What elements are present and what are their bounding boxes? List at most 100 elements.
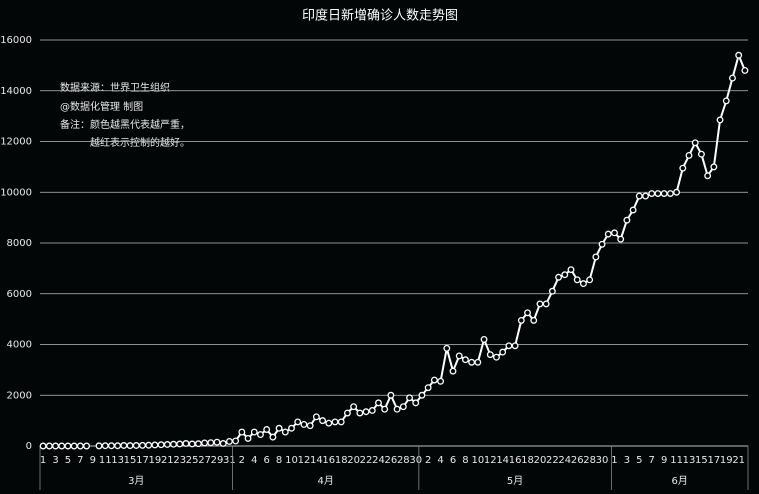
annotation: 备注：颜色越黑代表越严重，	[60, 118, 190, 131]
data-point	[387, 391, 395, 399]
x-tick-label: 31	[223, 455, 236, 466]
data-point	[474, 358, 482, 366]
x-tick-label: 20	[347, 455, 360, 466]
y-tick-label: 16000	[0, 35, 32, 46]
x-tick-label: 9	[661, 455, 667, 466]
data-point	[486, 351, 494, 359]
y-tick-label: 14000	[0, 86, 32, 97]
data-point	[356, 409, 364, 417]
data-point	[157, 441, 165, 449]
x-tick-label: 27	[198, 455, 211, 466]
x-tick-label: 10	[285, 455, 298, 466]
x-tick-label: 3	[52, 455, 58, 466]
x-tick-label: 9	[90, 455, 96, 466]
data-point	[300, 420, 308, 428]
data-point	[561, 271, 569, 279]
data-point	[213, 438, 221, 446]
data-point	[343, 409, 351, 417]
data-point	[232, 437, 240, 445]
data-point	[170, 440, 177, 448]
data-point	[337, 418, 345, 426]
data-point	[194, 440, 202, 448]
x-tick-label: 28	[583, 455, 596, 466]
data-point	[623, 216, 631, 224]
data-point	[579, 280, 587, 288]
x-tick-label: 22	[546, 455, 559, 466]
data-point	[648, 190, 656, 197]
data-point	[238, 428, 246, 436]
data-point	[393, 405, 401, 413]
data-point	[685, 152, 693, 159]
data-point	[182, 440, 190, 447]
group-label: 4月	[317, 475, 333, 487]
data-point	[480, 335, 488, 343]
x-tick-label: 8	[276, 455, 282, 466]
data-point	[325, 419, 333, 427]
data-point	[257, 431, 264, 439]
data-point	[679, 164, 687, 172]
data-point	[219, 440, 227, 447]
x-tick-label: 10	[471, 455, 484, 466]
x-tick-label: 24	[372, 455, 385, 466]
x-tick-label: 1	[40, 455, 46, 466]
data-point	[120, 442, 128, 449]
x-tick-label: 7	[77, 455, 83, 466]
data-point	[39, 442, 47, 450]
data-point	[95, 442, 103, 450]
x-tick-label: 7	[649, 455, 655, 466]
data-point	[548, 287, 556, 295]
data-point	[368, 407, 376, 414]
x-tick-label: 17	[707, 455, 720, 466]
data-point	[449, 367, 457, 375]
data-point	[350, 403, 358, 411]
data-point	[697, 150, 705, 158]
data-point	[281, 428, 289, 436]
data-point	[542, 300, 550, 308]
x-tick-label: 1	[611, 455, 617, 466]
data-point	[151, 441, 159, 449]
x-tick-label: 17	[136, 455, 149, 466]
y-tick-label: 0	[26, 441, 32, 452]
x-tick-label: 23	[173, 455, 186, 466]
x-tick-label: 21	[161, 455, 174, 466]
data-point	[635, 192, 643, 200]
data-point	[244, 434, 252, 442]
data-point	[642, 192, 649, 200]
x-tick-label: 21	[732, 455, 745, 466]
x-tick-label: 5	[65, 455, 71, 466]
y-tick-label: 6000	[7, 289, 32, 300]
x-tick-label: 19	[720, 455, 733, 466]
x-tick-label: 24	[558, 455, 571, 466]
data-point	[455, 352, 463, 360]
data-point	[592, 253, 600, 261]
x-tick-label: 26	[571, 455, 584, 466]
data-point	[288, 424, 295, 432]
data-point	[306, 422, 314, 430]
data-point	[505, 342, 513, 350]
data-point	[381, 405, 389, 413]
data-point	[70, 442, 78, 450]
data-point	[207, 439, 215, 447]
data-point	[101, 442, 109, 450]
group-label: 5月	[507, 475, 523, 487]
data-point	[741, 66, 749, 74]
data-point	[716, 116, 724, 124]
data-point	[58, 442, 66, 450]
group-label: 3月	[128, 475, 144, 487]
data-point	[83, 442, 91, 450]
data-point	[611, 229, 618, 237]
data-point	[294, 418, 302, 426]
data-point	[604, 230, 612, 238]
x-tick-label: 3	[624, 455, 630, 466]
data-point	[126, 442, 134, 450]
x-tick-label: 5	[636, 455, 642, 466]
data-point	[269, 433, 277, 441]
data-point	[493, 353, 500, 361]
y-tick-label: 12000	[0, 137, 32, 148]
data-point	[567, 266, 575, 274]
data-point	[263, 426, 271, 433]
data-point	[673, 188, 681, 196]
